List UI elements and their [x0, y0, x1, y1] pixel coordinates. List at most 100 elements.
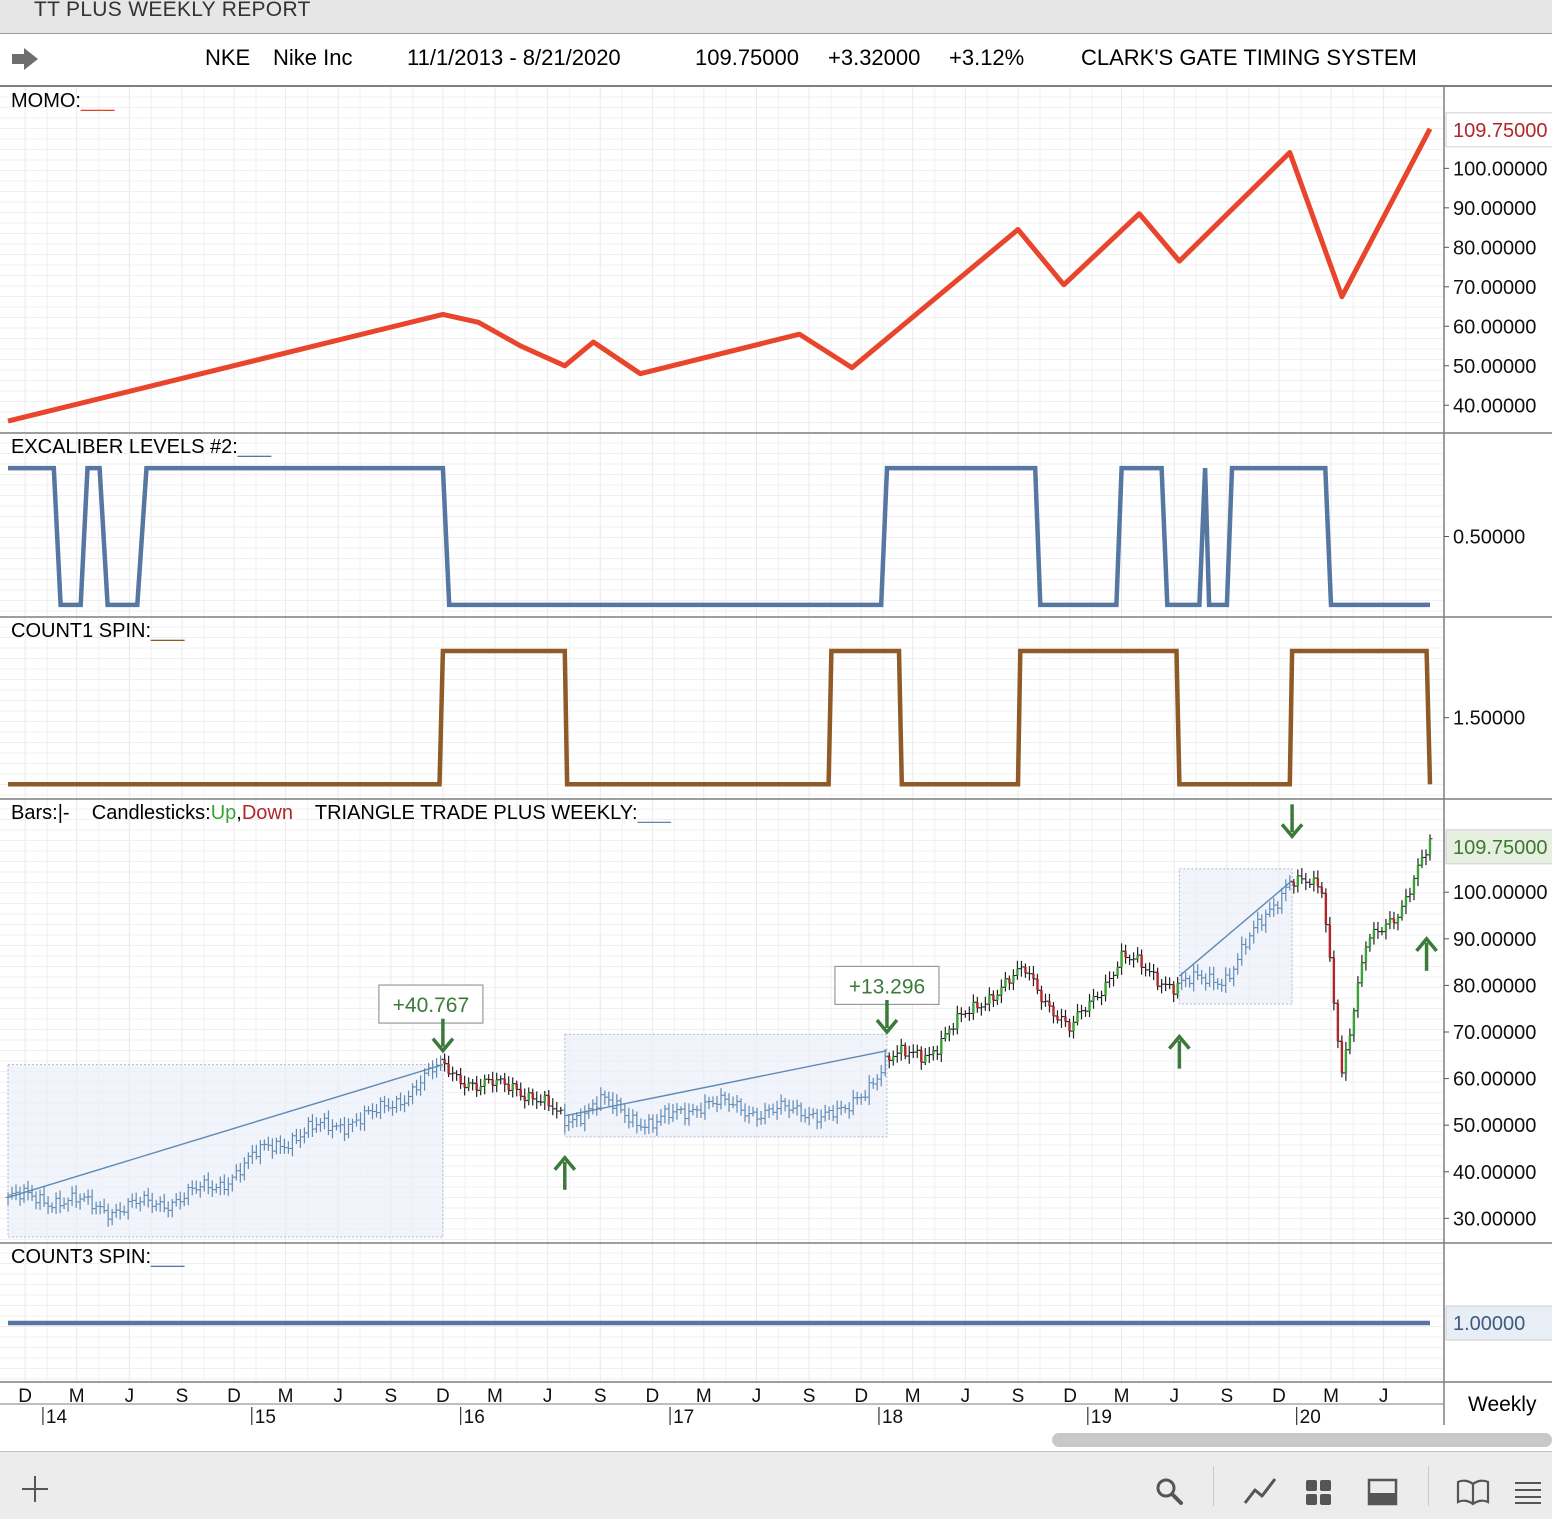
triangle-trendline — [7, 1063, 444, 1199]
y-tick-label: 80.00000 — [1453, 237, 1536, 259]
y-tick-label: 70.00000 — [1453, 1022, 1536, 1044]
year-label: 18 — [882, 1407, 903, 1425]
legend-spacer — [293, 802, 315, 824]
buy-arrow-icon — [1415, 936, 1438, 971]
candle-body — [992, 994, 995, 1001]
candle-body — [1116, 967, 1119, 976]
candle-body — [976, 1002, 979, 1008]
candle-body — [1016, 968, 1019, 976]
count1-label-text: COUNT1 SPIN: — [11, 620, 151, 642]
month-label: S — [594, 1386, 607, 1407]
candle-body — [459, 1074, 462, 1084]
candle-body — [491, 1079, 494, 1086]
momo-legend-swatch: ___ — [80, 90, 115, 112]
search-icon[interactable] — [1154, 1476, 1184, 1506]
line-chart-icon[interactable] — [1243, 1476, 1277, 1506]
candle-body — [956, 1013, 959, 1030]
book-icon[interactable] — [1456, 1478, 1490, 1506]
candle-body — [932, 1050, 935, 1055]
month-label: D — [1063, 1386, 1077, 1407]
candle-body — [1156, 972, 1159, 987]
y-tick-label: 40.00000 — [1453, 1162, 1536, 1184]
grid-icon[interactable] — [1304, 1478, 1334, 1508]
plus-icon[interactable] — [20, 1474, 50, 1504]
horizontal-scrollbar[interactable] — [1052, 1433, 1552, 1447]
month-label: S — [803, 1386, 816, 1407]
chart-svg[interactable]: 100.00000 90.00000 80.00000 70.00000 60.0000… — [0, 87, 1552, 1383]
price-last-value-text: 109.75000 — [1453, 837, 1548, 859]
candle-body — [479, 1086, 482, 1091]
candle-body — [443, 1059, 446, 1064]
candle-body — [1416, 865, 1420, 879]
candle-body — [1388, 918, 1392, 925]
candle-body — [996, 995, 999, 1001]
y-tick-label: 100.00000 — [1453, 158, 1548, 180]
count1-legend-swatch: ___ — [150, 620, 185, 642]
candle-body — [1364, 947, 1368, 963]
legend-down-label: Down — [242, 802, 293, 824]
momo-last-value-text: 109.75000 — [1453, 120, 1548, 142]
buy-arrow-icon — [553, 1155, 577, 1190]
candle-body — [1352, 1010, 1356, 1036]
month-label: M — [69, 1386, 85, 1407]
triangle-trendline — [1178, 880, 1293, 977]
triangle-zone — [7, 1064, 444, 1238]
candle-body — [547, 1095, 550, 1106]
year-label: 16 — [464, 1407, 485, 1425]
candle-body — [1332, 957, 1336, 1004]
candle-body — [1392, 918, 1396, 923]
trade-result-box — [378, 984, 484, 1024]
y-tick-label: 70.00000 — [1453, 277, 1536, 299]
count3-last-value: 1.00000 — [1445, 1305, 1552, 1341]
candle-body — [988, 994, 991, 1005]
candle-body — [543, 1095, 546, 1103]
toolbar-divider — [1428, 1466, 1429, 1506]
price-change-pct: +3.12% — [949, 45, 1025, 70]
candle-body — [467, 1082, 470, 1088]
candle-body — [1368, 938, 1372, 948]
candle-body — [1120, 951, 1123, 968]
candle-body — [944, 1033, 947, 1039]
menu-icon[interactable] — [1513, 1480, 1543, 1504]
price-legend: Bars:|- Candlesticks:Up,Down TRIANGLE TR… — [11, 802, 672, 824]
candle-body — [900, 1045, 903, 1054]
date-range: 11/1/2013 - 8/21/2020 — [407, 45, 621, 70]
period-label[interactable]: Weekly — [1468, 1393, 1537, 1416]
arrow-head — [1415, 936, 1438, 952]
candle-body — [503, 1078, 506, 1085]
candle-body — [511, 1083, 514, 1091]
candle-body — [527, 1092, 530, 1101]
excaliber-label-text: EXCALIBER LEVELS #2: — [11, 436, 238, 458]
excaliber-line — [8, 465, 1430, 608]
candle-body — [1336, 1003, 1340, 1042]
y-tick-label: 1.50000 — [1453, 708, 1525, 730]
y-tick-label: 50.00000 — [1453, 356, 1536, 378]
candle-body — [507, 1084, 510, 1091]
momo-line — [7, 127, 1433, 424]
arrow-right-icon[interactable] — [10, 46, 40, 72]
arrow-head — [1280, 823, 1304, 840]
chart-area[interactable]: 100.00000 90.00000 80.00000 70.00000 60.0000… — [0, 87, 1552, 1383]
y-tick-label: 100.00000 — [1453, 882, 1548, 904]
candle-body — [940, 1038, 943, 1055]
year-label: 15 — [255, 1407, 276, 1425]
candle-body — [1328, 924, 1332, 958]
count3-last-value-text: 1.00000 — [1453, 1313, 1525, 1335]
count1-line — [8, 648, 1433, 787]
candle-body — [1404, 896, 1408, 907]
arrow-head — [553, 1155, 577, 1171]
month-label: D — [1272, 1386, 1286, 1407]
toolbar-divider — [1213, 1466, 1214, 1506]
year-label: 14 — [46, 1407, 68, 1425]
candle-body — [1064, 1016, 1067, 1022]
candle-body — [1136, 955, 1139, 960]
y-tick-label: 60.00000 — [1453, 316, 1536, 338]
company-name: Nike Inc — [273, 45, 353, 70]
panel-icon[interactable] — [1367, 1478, 1399, 1508]
legend-candles-label: Candlesticks: — [92, 802, 211, 824]
candle-body — [1048, 1001, 1051, 1007]
excaliber-pane-label: EXCALIBER LEVELS #2:___ — [11, 436, 272, 458]
candle-body — [1412, 878, 1416, 895]
month-label: J — [333, 1386, 343, 1407]
candle-body — [1348, 1035, 1352, 1050]
